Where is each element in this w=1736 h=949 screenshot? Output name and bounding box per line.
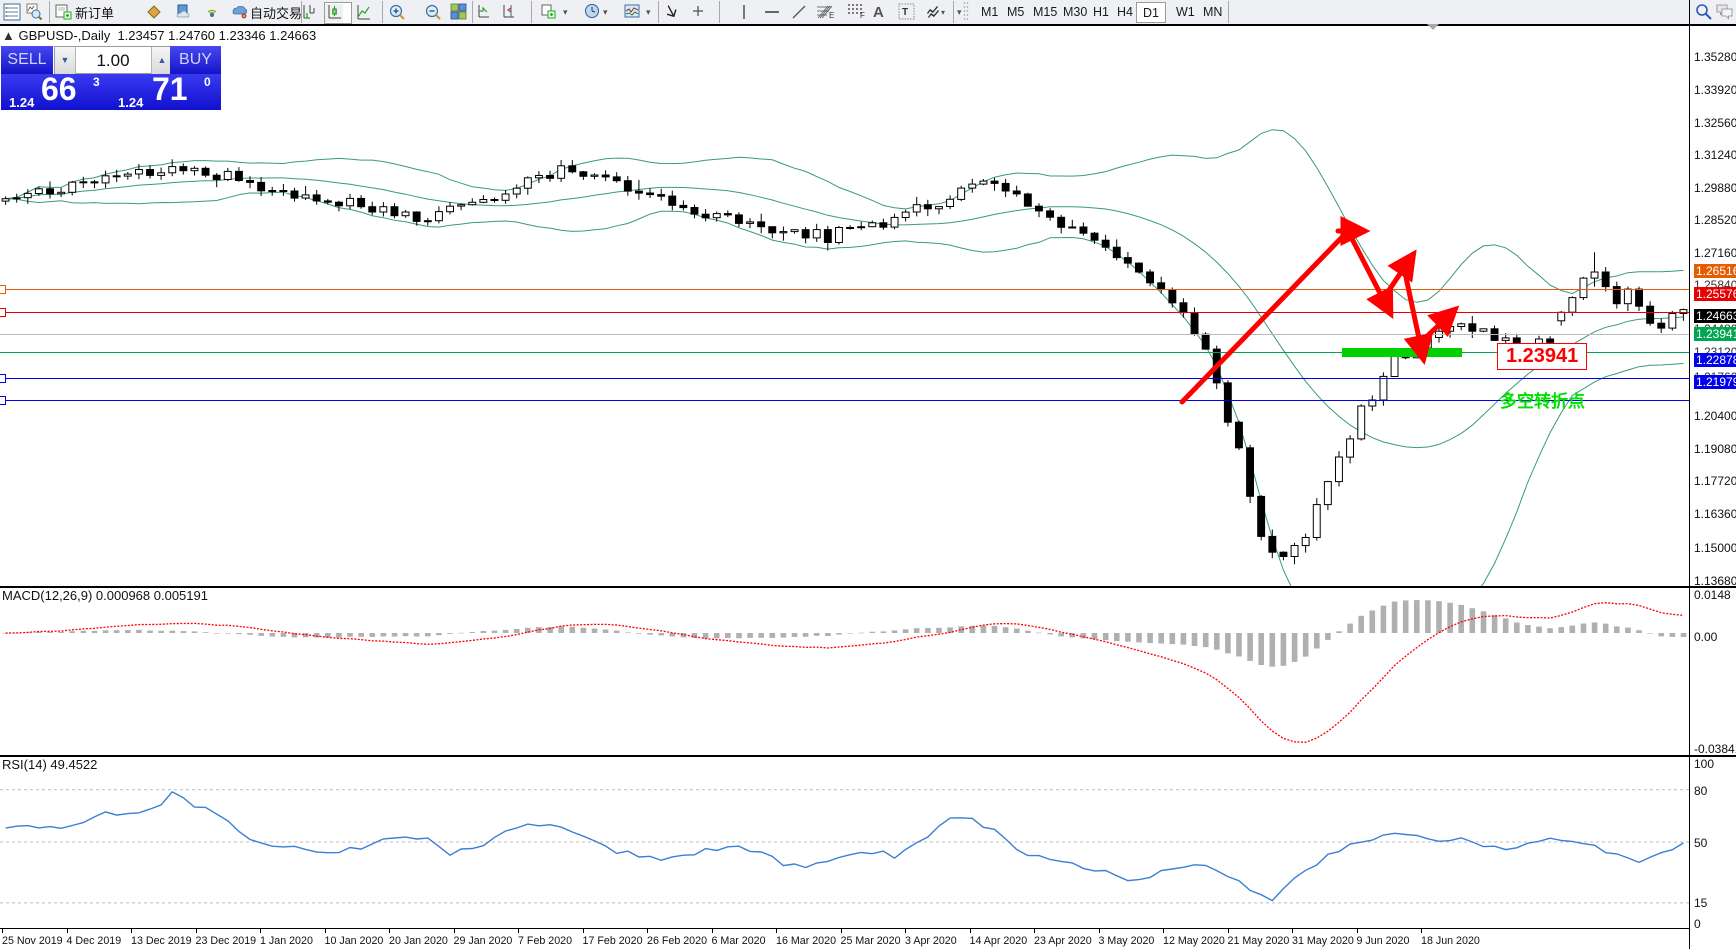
svg-text:T: T — [902, 7, 908, 18]
